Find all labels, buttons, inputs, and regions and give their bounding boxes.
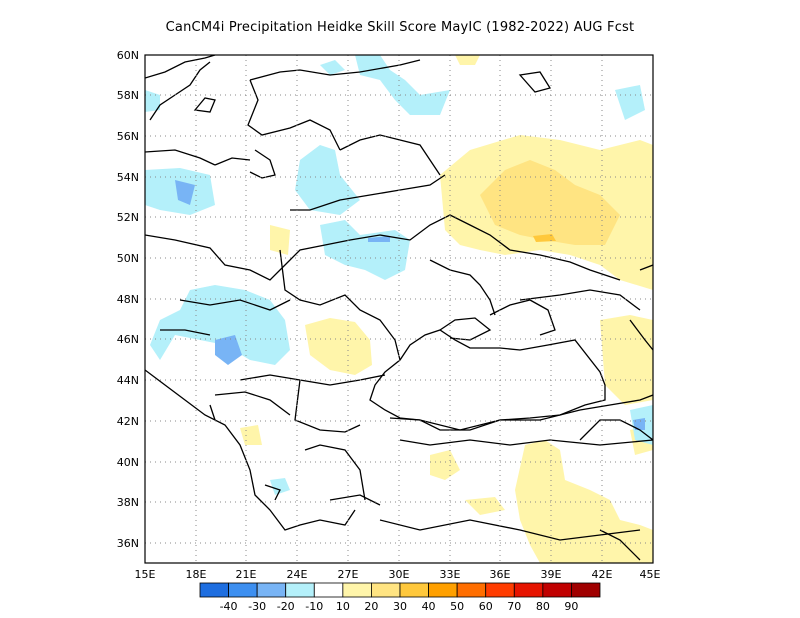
lon-tick-label: 27E — [338, 568, 359, 581]
colorbar-label: 40 — [422, 600, 436, 613]
colorbar-label: 60 — [479, 600, 493, 613]
negative-skill-area — [633, 418, 645, 430]
lat-tick-label: 38N — [117, 496, 139, 509]
colorbar-label: -10 — [305, 600, 323, 613]
colorbar-swatch — [456, 582, 487, 598]
negative-skill-area — [615, 85, 645, 120]
colorbar: -40 -30 -20 -10 10 20 30 40 50 60 70 80 90 — [199, 582, 601, 613]
negative-skill-area — [270, 478, 290, 495]
lon-tick-label: 15E — [135, 568, 156, 581]
colorbar-swatch — [228, 582, 258, 598]
colorbar-label: 10 — [336, 600, 350, 613]
lon-axis: 15E 18E 21E 24E 27E 30E 33E 36E 39E 42E … — [135, 568, 661, 581]
colorbar-swatch — [571, 582, 601, 598]
lat-tick-label: 44N — [117, 374, 139, 387]
map-title: CanCM4i Precipitation Heidke Skill Score… — [165, 20, 635, 35]
lon-tick-label: 18E — [186, 568, 207, 581]
positive-skill-area — [455, 55, 480, 65]
colorbar-swatch — [313, 582, 344, 598]
negative-skill-area — [295, 145, 360, 215]
lat-tick-label: 40N — [117, 456, 139, 469]
lat-tick-label: 60N — [117, 49, 139, 62]
colorbar-swatch — [399, 582, 429, 598]
lon-tick-label: 45E — [640, 568, 661, 581]
colorbar-swatch — [342, 582, 372, 598]
lat-axis: 36N 38N 40N 42N 44N 46N 48N 50N 52N 54N … — [117, 49, 139, 550]
lon-tick-label: 21E — [236, 568, 257, 581]
plot-frame — [144, 54, 654, 564]
positive-skill-area — [430, 450, 460, 480]
colorbar-label: 50 — [450, 600, 464, 613]
lon-tick-label: 42E — [592, 568, 613, 581]
colorbar-swatch — [371, 582, 401, 598]
colorbar-swatch — [256, 582, 287, 598]
colorbar-label: -30 — [248, 600, 266, 613]
lon-tick-label: 33E — [440, 568, 461, 581]
negative-skill-area — [145, 90, 160, 112]
lat-tick-label: 58N — [117, 89, 139, 102]
lat-tick-label: 46N — [117, 333, 139, 346]
lon-tick-label: 24E — [287, 568, 308, 581]
colorbar-label: 20 — [364, 600, 378, 613]
negative-skill-area — [355, 55, 450, 115]
negative-skill-area — [215, 335, 242, 365]
negative-skill-area — [175, 180, 195, 205]
positive-skill-area — [305, 318, 372, 375]
colorbar-swatch — [485, 582, 515, 598]
colorbar-swatch — [199, 582, 229, 598]
colorbar-label: 30 — [393, 600, 407, 613]
positive-skill-area — [240, 425, 262, 445]
skill-shading — [145, 55, 653, 563]
colorbar-swatch — [428, 582, 458, 598]
positive-skill-area — [270, 225, 290, 255]
lat-tick-label: 54N — [117, 171, 139, 184]
colorbar-swatch — [542, 582, 572, 598]
lat-tick-label: 52N — [117, 211, 139, 224]
positive-skill-area — [600, 315, 653, 405]
colorbar-label: -40 — [220, 600, 238, 613]
positive-skill-area — [480, 160, 620, 245]
lon-tick-label: 39E — [541, 568, 562, 581]
lat-tick-label: 48N — [117, 293, 139, 306]
negative-skill-area — [368, 236, 390, 242]
coastlines — [145, 55, 653, 561]
lon-tick-label: 36E — [490, 568, 511, 581]
lon-tick-label: 30E — [389, 568, 410, 581]
colorbar-label: 70 — [507, 600, 521, 613]
lat-tick-label: 50N — [117, 252, 139, 265]
negative-skill-area — [320, 220, 410, 280]
lat-tick-label: 36N — [117, 537, 139, 550]
colorbar-label: 80 — [536, 600, 550, 613]
colorbar-swatch — [285, 582, 315, 598]
colorbar-label: -20 — [277, 600, 295, 613]
positive-skill-area — [533, 234, 556, 242]
colorbar-swatch — [513, 582, 544, 598]
negative-skill-area — [320, 60, 345, 75]
positive-skill-area — [465, 497, 505, 515]
colorbar-label: 90 — [564, 600, 578, 613]
lat-tick-label: 56N — [117, 130, 139, 143]
lat-tick-label: 42N — [117, 415, 139, 428]
